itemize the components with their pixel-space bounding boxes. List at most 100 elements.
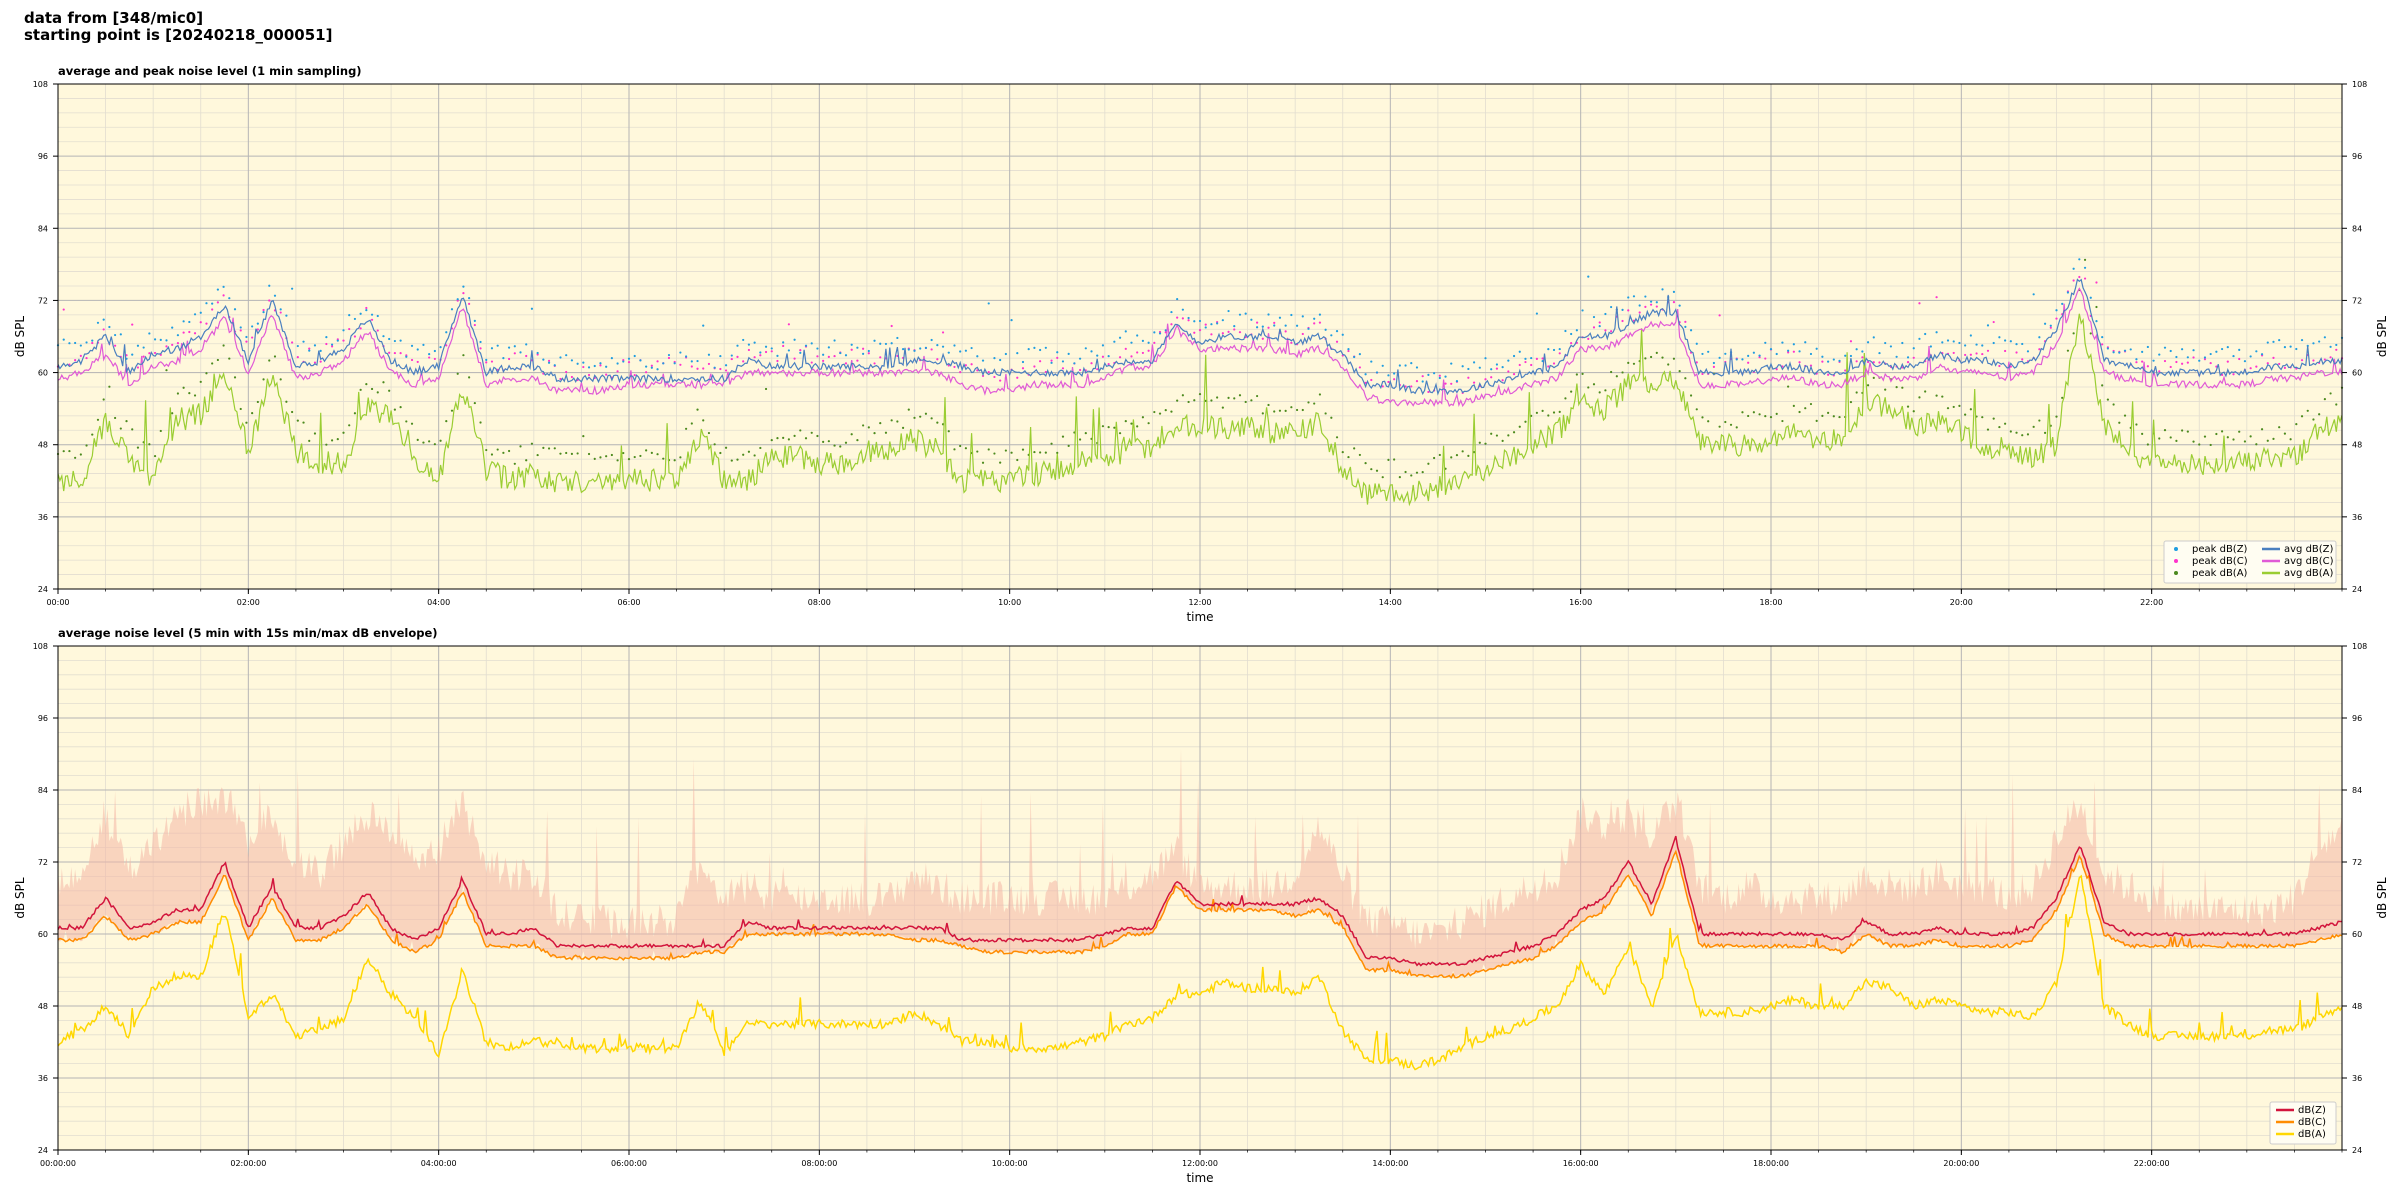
peak-point <box>2038 336 2041 339</box>
x-tick-label: 00:00 <box>46 598 69 607</box>
peak-point <box>1124 347 1127 350</box>
peak-point <box>74 341 77 345</box>
peak-point <box>1861 350 1864 353</box>
peak-point <box>1158 332 1162 335</box>
peak-point <box>1181 394 1184 397</box>
peak-point <box>1084 432 1087 435</box>
peak-point <box>262 311 265 314</box>
peak-point <box>1187 319 1190 322</box>
peak-point <box>388 351 391 354</box>
peak-point <box>822 440 825 443</box>
peak-point <box>1153 331 1156 334</box>
peak-point <box>296 356 299 359</box>
peak-point <box>176 334 180 337</box>
peak-point <box>2255 365 2258 368</box>
peak-point <box>1301 408 1304 412</box>
peak-point <box>1004 449 1007 452</box>
peak-point <box>1541 357 1544 360</box>
peak-point <box>376 391 379 394</box>
peak-point <box>2283 432 2286 435</box>
peak-point <box>2049 324 2052 327</box>
peak-point <box>2192 356 2195 359</box>
peak-point <box>1130 422 1133 425</box>
peak-point <box>879 342 882 345</box>
peak-point <box>987 448 990 451</box>
peak-point <box>793 434 796 437</box>
peak-point <box>2209 361 2212 365</box>
peak-point <box>1878 361 1881 364</box>
peak-point <box>1507 370 1510 373</box>
x-tick-label: 04:00 <box>427 598 450 607</box>
peak-point <box>1341 333 1344 336</box>
peak-point <box>1039 360 1042 363</box>
peak-point <box>410 358 414 362</box>
peak-point <box>536 351 539 355</box>
peak-point <box>1267 326 1270 329</box>
peak-point <box>999 358 1002 362</box>
peak-point <box>1866 341 1870 344</box>
y-tick-label-right: 108 <box>2352 80 2367 89</box>
peak-point <box>633 354 636 358</box>
peak-point <box>896 336 899 340</box>
peak-point <box>485 448 488 452</box>
peak-point <box>1278 409 1282 412</box>
peak-point <box>1592 326 1596 329</box>
peak-point <box>2026 350 2030 353</box>
peak-point <box>153 351 157 355</box>
peak-point <box>450 308 454 311</box>
peak-point <box>747 348 751 352</box>
peak-point <box>2083 277 2087 280</box>
peak-point <box>2238 348 2241 351</box>
peak-point <box>2312 359 2315 362</box>
peak-point <box>376 329 379 332</box>
peak-point <box>1535 312 1538 315</box>
peak-point <box>256 322 259 325</box>
peak-point <box>1701 416 1704 419</box>
peak-point <box>1884 388 1887 391</box>
peak-point <box>587 373 591 377</box>
peak-point <box>919 415 922 418</box>
peak-point <box>228 297 231 300</box>
peak-point <box>690 360 693 363</box>
peak-point <box>1758 354 1761 357</box>
peak-point <box>268 359 271 362</box>
peak-point <box>1621 371 1624 374</box>
peak-point <box>445 420 448 423</box>
peak-point <box>1078 368 1082 372</box>
peak-point <box>2260 428 2264 431</box>
peak-point <box>616 362 619 365</box>
peak-point <box>222 285 225 288</box>
peak-point <box>1827 360 1830 363</box>
peak-point <box>1381 364 1384 367</box>
peak-point <box>1176 399 1179 402</box>
peak-point <box>844 362 848 365</box>
peak-point <box>1410 362 1413 365</box>
peak-point <box>1878 351 1881 355</box>
peak-point <box>182 386 185 389</box>
peak-point <box>742 453 745 456</box>
peak-point <box>1935 296 1938 299</box>
peak-point <box>1718 425 1721 428</box>
chart-title: average and peak noise level (1 min samp… <box>58 64 362 78</box>
peak-point <box>1176 297 1179 301</box>
peak-point <box>2215 432 2218 436</box>
peak-point <box>936 421 939 424</box>
peak-point <box>1433 372 1436 375</box>
peak-point <box>1153 410 1156 414</box>
peak-point <box>959 370 962 374</box>
peak-point <box>1238 331 1242 334</box>
peak-point <box>205 302 208 305</box>
peak-point <box>1809 402 1813 406</box>
peak-point <box>1467 367 1470 371</box>
peak-point <box>587 452 591 456</box>
peak-point <box>753 341 756 344</box>
peak-point <box>1501 439 1504 443</box>
peak-point <box>1158 412 1162 415</box>
peak-point <box>1358 366 1361 369</box>
peak-point <box>1575 373 1578 376</box>
peak-point <box>1273 324 1276 327</box>
peak-point <box>193 313 197 316</box>
x-tick-label: 06:00:00 <box>611 1159 647 1168</box>
peak-point <box>1946 407 1950 410</box>
peak-point <box>1627 361 1630 364</box>
